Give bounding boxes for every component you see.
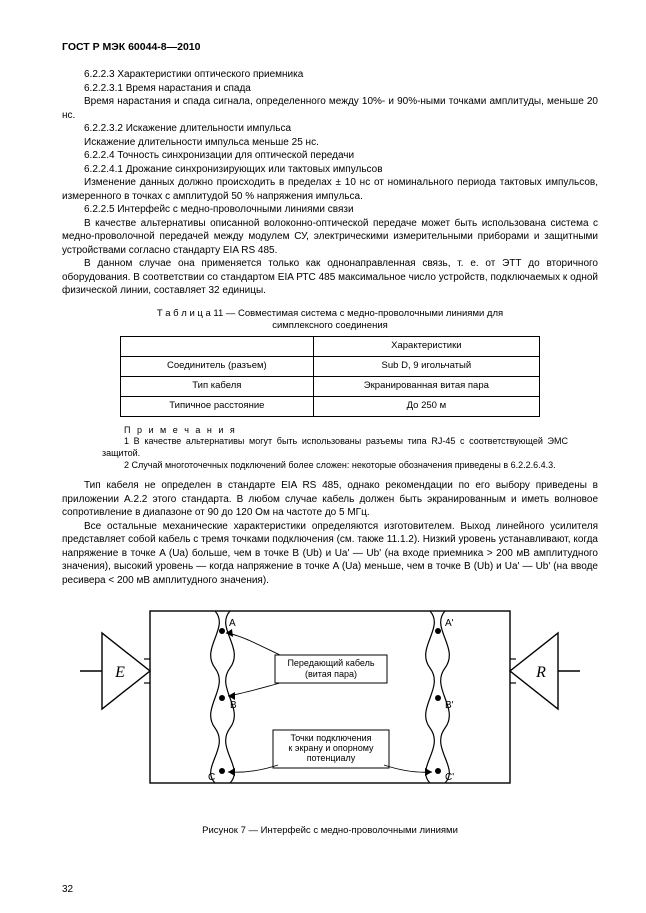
para-62232: 6.2.2.3.2 Искажение длительности импульс… [62, 122, 598, 136]
para-6224: 6.2.2.4 Точность синхронизации для оптич… [62, 149, 598, 163]
pt-a: A [229, 618, 236, 629]
table-row: Типичное расстояние До 250 м [121, 396, 540, 416]
table-cell: Sub D, 9 игольчатый [313, 357, 539, 377]
label-r: R [535, 664, 546, 681]
pt-c: C [208, 772, 215, 783]
para-6223: 6.2.2.3 Характеристики оптического прием… [62, 68, 598, 82]
para-levels: Все остальные механические характеристик… [62, 520, 598, 588]
pt-cp: C' [445, 772, 454, 783]
table-11: Характеристики Соединитель (разъем) Sub … [120, 336, 540, 416]
label-e: E [114, 664, 125, 681]
table-cell: До 250 м [313, 396, 539, 416]
table-cell: Типичное расстояние [121, 396, 314, 416]
box2-line1: Точки подключения [290, 733, 371, 743]
note-1: 1 В качестве альтернативы могут быть исп… [102, 436, 568, 459]
table-cell: Соединитель (разъем) [121, 357, 314, 377]
notes-block: П р и м е ч а н и я 1 В качестве альтерн… [102, 425, 568, 472]
para-62241: 6.2.2.4.1 Дрожание синхронизирующих или … [62, 163, 598, 177]
table-header-char: Характеристики [313, 337, 539, 357]
para-risefall: Время нарастания и спада сигнала, опреде… [62, 95, 598, 122]
table-row: Тип кабеля Экранированная витая пара [121, 376, 540, 396]
para-alt: В качестве альтернативы описанной волоко… [62, 217, 598, 258]
para-jitter: Изменение данных должно происходить в пр… [62, 176, 598, 203]
pt-b: B [230, 700, 237, 711]
box1-line1: Передающий кабель [287, 658, 374, 668]
table-cell: Тип кабеля [121, 376, 314, 396]
doc-header: ГОСТ Р МЭК 60044-8—2010 [62, 40, 598, 54]
figure-7: E R A B C A' B' C' [80, 593, 580, 823]
para-unidir: В данном случае она применяется только к… [62, 257, 598, 298]
note-2: 2 Случай многоточечных подключений более… [102, 460, 568, 472]
table-caption: Т а б л и ц а 11 — Совместимая система с… [135, 308, 525, 333]
para-62231: 6.2.2.3.1 Время нарастания и спада [62, 82, 598, 96]
table-header-empty [121, 337, 314, 357]
table-cell: Экранированная витая пара [313, 376, 539, 396]
box1-line2: (витая пара) [305, 669, 357, 679]
para-distort: Искажение длительности импульса меньше 2… [62, 136, 598, 150]
pt-ap: A' [445, 618, 454, 629]
page-number: 32 [62, 884, 73, 895]
notes-title: П р и м е ч а н и я [102, 425, 568, 437]
box2-line3: потенциалу [307, 753, 356, 763]
para-6225: 6.2.2.5 Интерфейс с медно-проволочными л… [62, 203, 598, 217]
pt-bp: B' [445, 700, 454, 711]
figure-caption: Рисунок 7 — Интерфейс с медно-проволочны… [62, 825, 598, 838]
box2-line2: к экрану и опорному [288, 743, 374, 753]
table-row: Характеристики [121, 337, 540, 357]
para-cable: Тип кабеля не определен в стандарте EIA … [62, 479, 598, 520]
table-row: Соединитель (разъем) Sub D, 9 игольчатый [121, 357, 540, 377]
